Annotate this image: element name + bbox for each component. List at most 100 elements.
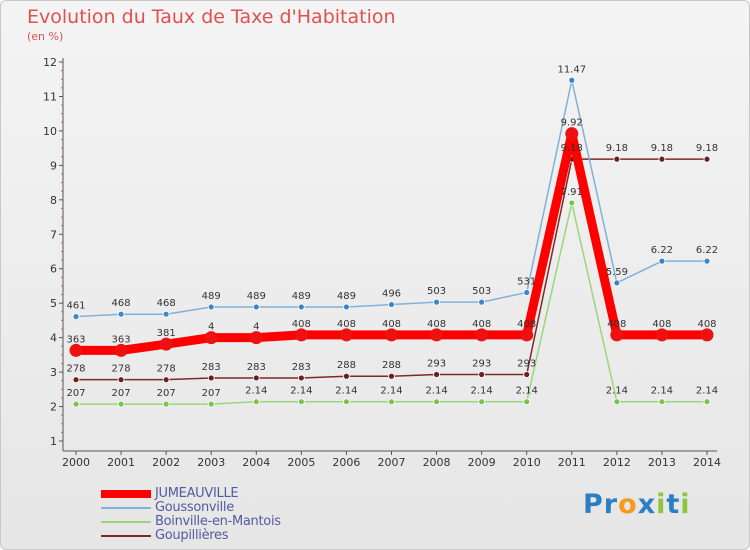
- data-point: [658, 398, 666, 406]
- data-label: 293: [472, 359, 491, 370]
- data-point: [114, 343, 128, 357]
- data-label: 381: [157, 328, 176, 339]
- data-label: 2.14: [380, 386, 402, 397]
- x-tick-label: 2008: [423, 456, 451, 469]
- data-label: 408: [607, 319, 626, 330]
- logo-letter: o: [618, 489, 638, 520]
- data-label: 283: [247, 362, 266, 373]
- y-tick-label: 4: [50, 332, 57, 345]
- logo-letter: x: [637, 489, 657, 520]
- data-point: [388, 398, 395, 406]
- data-label: 496: [382, 289, 401, 300]
- data-label: 5.59: [606, 267, 628, 278]
- data-label: 283: [202, 362, 221, 373]
- data-label: 278: [157, 364, 176, 375]
- data-label: 408: [697, 319, 716, 330]
- data-point: [252, 303, 260, 311]
- data-point: [297, 303, 305, 311]
- data-point: [610, 328, 624, 342]
- data-point: [339, 328, 353, 342]
- y-tick-label: 1: [50, 435, 57, 448]
- data-point: [433, 371, 440, 378]
- x-tick-label: 2006: [332, 456, 360, 469]
- x-tick-label: 2013: [648, 456, 676, 469]
- chart-title: Evolution du Taux de Taxe d'Habitation: [27, 6, 396, 28]
- data-point: [117, 310, 125, 318]
- data-point: [343, 372, 350, 380]
- x-tick-label: 2002: [152, 456, 180, 469]
- data-point: [294, 328, 308, 342]
- data-point: [478, 298, 486, 306]
- data-point: [249, 331, 263, 345]
- data-point: [162, 376, 170, 384]
- legend-label: Goupillières: [155, 528, 229, 543]
- data-label: 503: [427, 286, 446, 297]
- data-point: [433, 298, 440, 306]
- data-label: 9.92: [561, 118, 583, 129]
- data-point: [72, 313, 80, 321]
- data-label: 9.18: [696, 143, 718, 154]
- x-tick-label: 2000: [62, 456, 90, 469]
- legend-label: Goussonville: [155, 500, 234, 515]
- data-point: [475, 328, 489, 342]
- x-tick-label: 2007: [378, 456, 406, 469]
- data-label: 288: [382, 360, 401, 371]
- data-point: [343, 303, 350, 311]
- data-label: 468: [112, 298, 131, 309]
- x-tick-label: 2009: [468, 456, 496, 469]
- series-line-goussonville: [75, 79, 708, 318]
- data-label: 4: [253, 322, 259, 333]
- data-point: [703, 398, 711, 406]
- data-point: [207, 400, 215, 408]
- data-point: [703, 155, 711, 163]
- data-point: [478, 398, 486, 406]
- data-point: [568, 76, 576, 84]
- data-point: [433, 398, 440, 406]
- logo-letter: i: [656, 489, 667, 520]
- legend-swatch: [101, 535, 151, 537]
- data-label: 461: [66, 301, 85, 312]
- data-point: [207, 303, 215, 311]
- data-point: [655, 328, 669, 342]
- logo-letter: P: [583, 489, 604, 520]
- data-label: 2.14: [696, 386, 718, 397]
- data-label: 9.18: [606, 143, 628, 154]
- data-label: 11.47: [557, 64, 586, 75]
- data-label: 408: [652, 319, 671, 330]
- data-label: 288: [337, 360, 356, 371]
- data-label: 207: [157, 388, 176, 399]
- legend-label: Boinville-en-Mantois: [155, 514, 281, 529]
- data-point: [252, 398, 260, 406]
- data-label: 6.22: [651, 245, 673, 256]
- data-point: [162, 310, 170, 318]
- x-tick-label: 2010: [513, 456, 541, 469]
- data-label: 293: [427, 359, 446, 370]
- y-tick-label: 8: [50, 194, 57, 207]
- data-label: 2.14: [425, 386, 447, 397]
- data-point: [703, 257, 711, 265]
- data-label: 207: [66, 388, 85, 399]
- data-point: [523, 371, 531, 378]
- x-tick-label: 2005: [287, 456, 315, 469]
- data-label: 283: [292, 362, 311, 373]
- chart-subtitle: (en %): [27, 30, 64, 43]
- data-label: 2.14: [335, 386, 357, 397]
- data-point: [523, 289, 531, 296]
- x-tick-label: 2003: [197, 456, 225, 469]
- data-label: 2.14: [606, 386, 628, 397]
- data-label: 503: [472, 286, 491, 297]
- logo-letter: r: [603, 489, 619, 520]
- y-tick-label: 5: [50, 297, 57, 310]
- data-point: [69, 343, 83, 357]
- data-label: 489: [292, 291, 311, 302]
- data-point: [613, 155, 621, 163]
- data-point: [117, 400, 125, 408]
- data-point: [658, 257, 666, 265]
- data-label: 2.14: [471, 386, 493, 397]
- data-point: [430, 328, 444, 342]
- logo-letter: t: [666, 489, 681, 520]
- legend-swatch: [101, 521, 151, 523]
- y-tick-label: 7: [50, 228, 57, 241]
- data-label: 489: [202, 291, 221, 302]
